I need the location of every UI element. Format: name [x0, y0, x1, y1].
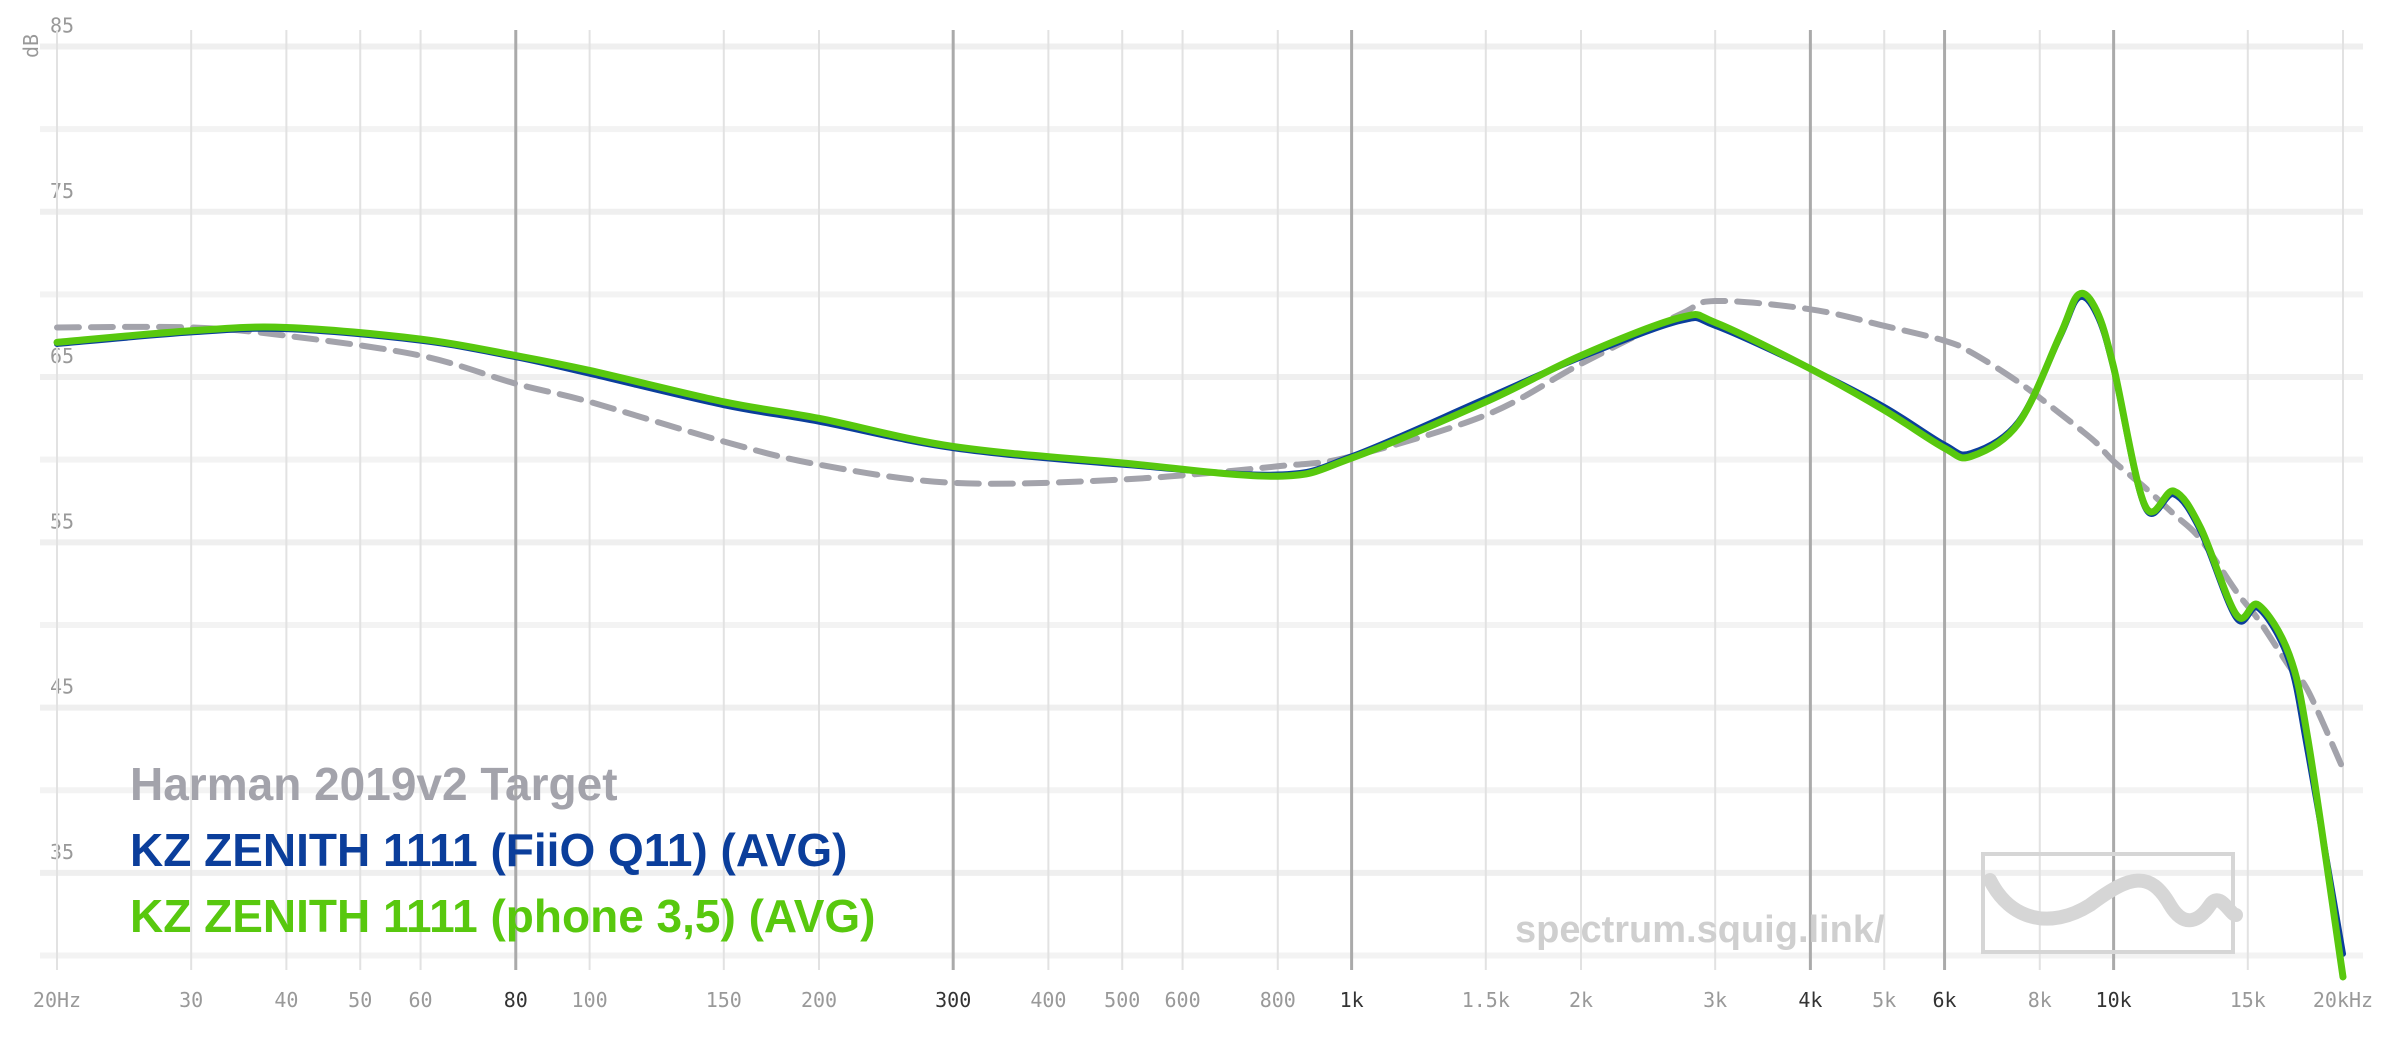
y-tick-label: 65	[50, 344, 74, 368]
y-tick-label: 85	[50, 14, 74, 38]
y-tick-label: 35	[50, 840, 74, 864]
y-tick-label: 55	[50, 509, 74, 533]
x-tick-label: 50	[348, 988, 372, 1012]
x-tick-label: 3k	[1703, 988, 1727, 1012]
x-tick-label: 80	[504, 988, 528, 1012]
x-tick-label: 4k	[1798, 988, 1822, 1012]
x-tick-label: 2k	[1569, 988, 1593, 1012]
x-tick-label: 5k	[1872, 988, 1896, 1012]
series-line	[53, 289, 2347, 981]
watermark: spectrum.squig.link/	[1515, 909, 1885, 951]
series-line	[54, 297, 2346, 772]
legend-entry: KZ ZENITH 1111 (FiiO Q11) (AVG)	[130, 824, 847, 876]
x-tick-label: 40	[274, 988, 298, 1012]
x-tick-label: 30	[179, 988, 203, 1012]
x-tick-label: 15k	[2230, 988, 2266, 1012]
logo-box	[1981, 852, 2235, 954]
y-tick-label: 75	[50, 179, 74, 203]
logo-squiggle	[1983, 873, 2243, 928]
x-tick-label: 200	[801, 988, 837, 1012]
x-tick-label: 100	[572, 988, 608, 1012]
x-tick-label: 400	[1030, 988, 1066, 1012]
legend-entry: KZ ZENITH 1111 (phone 3,5) (AVG)	[130, 890, 876, 942]
x-tick-label: 20kHz	[2313, 988, 2373, 1012]
x-tick-label: 8k	[2028, 988, 2052, 1012]
legend-entry: Harman 2019v2 Target	[130, 758, 618, 810]
x-tick-label: 60	[409, 988, 433, 1012]
x-tick-label: 10k	[2096, 988, 2132, 1012]
x-tick-label: 6k	[1933, 988, 1957, 1012]
x-tick-label: 600	[1165, 988, 1201, 1012]
y-tick-label: 45	[50, 675, 74, 699]
y-axis-label: dB	[19, 34, 43, 58]
x-tick-label: 1.5k	[1462, 988, 1510, 1012]
x-tick-label: 150	[706, 988, 742, 1012]
x-tick-label: 300	[935, 988, 971, 1012]
x-tick-label: 1k	[1340, 988, 1364, 1012]
x-tick-label: 20Hz	[33, 988, 81, 1012]
x-tick-label: 800	[1260, 988, 1296, 1012]
lines	[53, 289, 2347, 981]
grid: 35 45 55 65 75 85 20Hz 30 40 50 60 80 100 150 200 300 40…	[33, 14, 2373, 1012]
x-tick-label: 500	[1104, 988, 1140, 1012]
